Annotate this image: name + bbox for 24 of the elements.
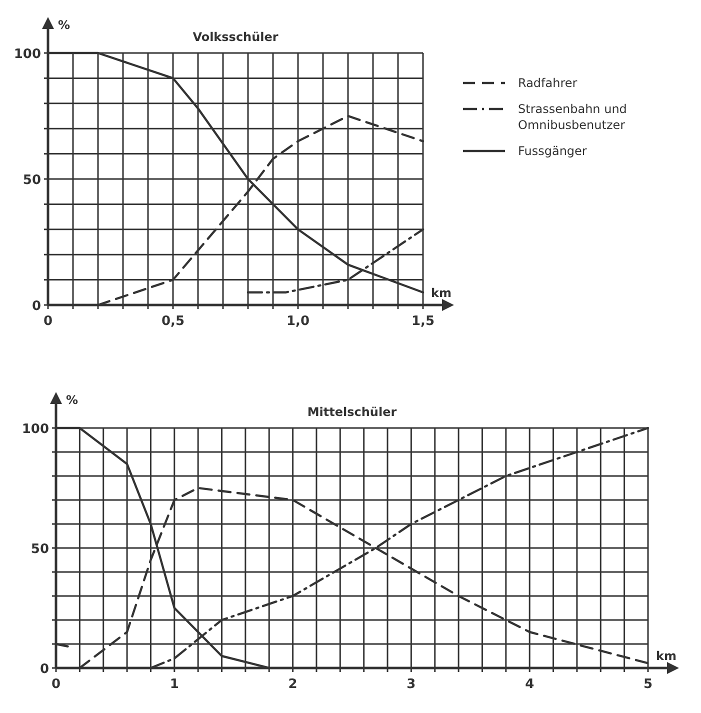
y-tick-label: 0 [40, 662, 49, 677]
x-tick-label: 3 [406, 677, 416, 692]
y-axis-title: % [58, 18, 70, 32]
legend-label: Radfahrer [518, 76, 578, 90]
y-tick-label: 100 [14, 47, 41, 62]
x-tick-label: 1,0 [286, 314, 310, 329]
chart-title: Mittelschüler [307, 405, 397, 419]
chart-title: Volksschüler [192, 30, 278, 44]
y-axis-title: % [66, 393, 78, 407]
x-tick-label: 0 [51, 677, 61, 692]
y-tick-label: 50 [30, 542, 49, 557]
x-tick-label: 5 [643, 677, 653, 692]
x-tick-label: 0,5 [161, 314, 185, 329]
x-tick-label: 2 [288, 677, 298, 692]
y-tick-label: 0 [32, 299, 41, 314]
x-axis-title: km [431, 286, 452, 300]
y-tick-label: 100 [22, 422, 49, 437]
x-tick-label: 1 [170, 677, 179, 692]
legend-label: Strassenbahn und Omnibusbenutzer [518, 102, 627, 132]
y-tick-label: 50 [22, 173, 41, 188]
x-tick-label: 1,5 [411, 314, 435, 329]
x-axis-title: km [656, 649, 676, 663]
legend-label: Fussgänger [518, 144, 587, 158]
x-tick-label: 4 [525, 677, 534, 692]
